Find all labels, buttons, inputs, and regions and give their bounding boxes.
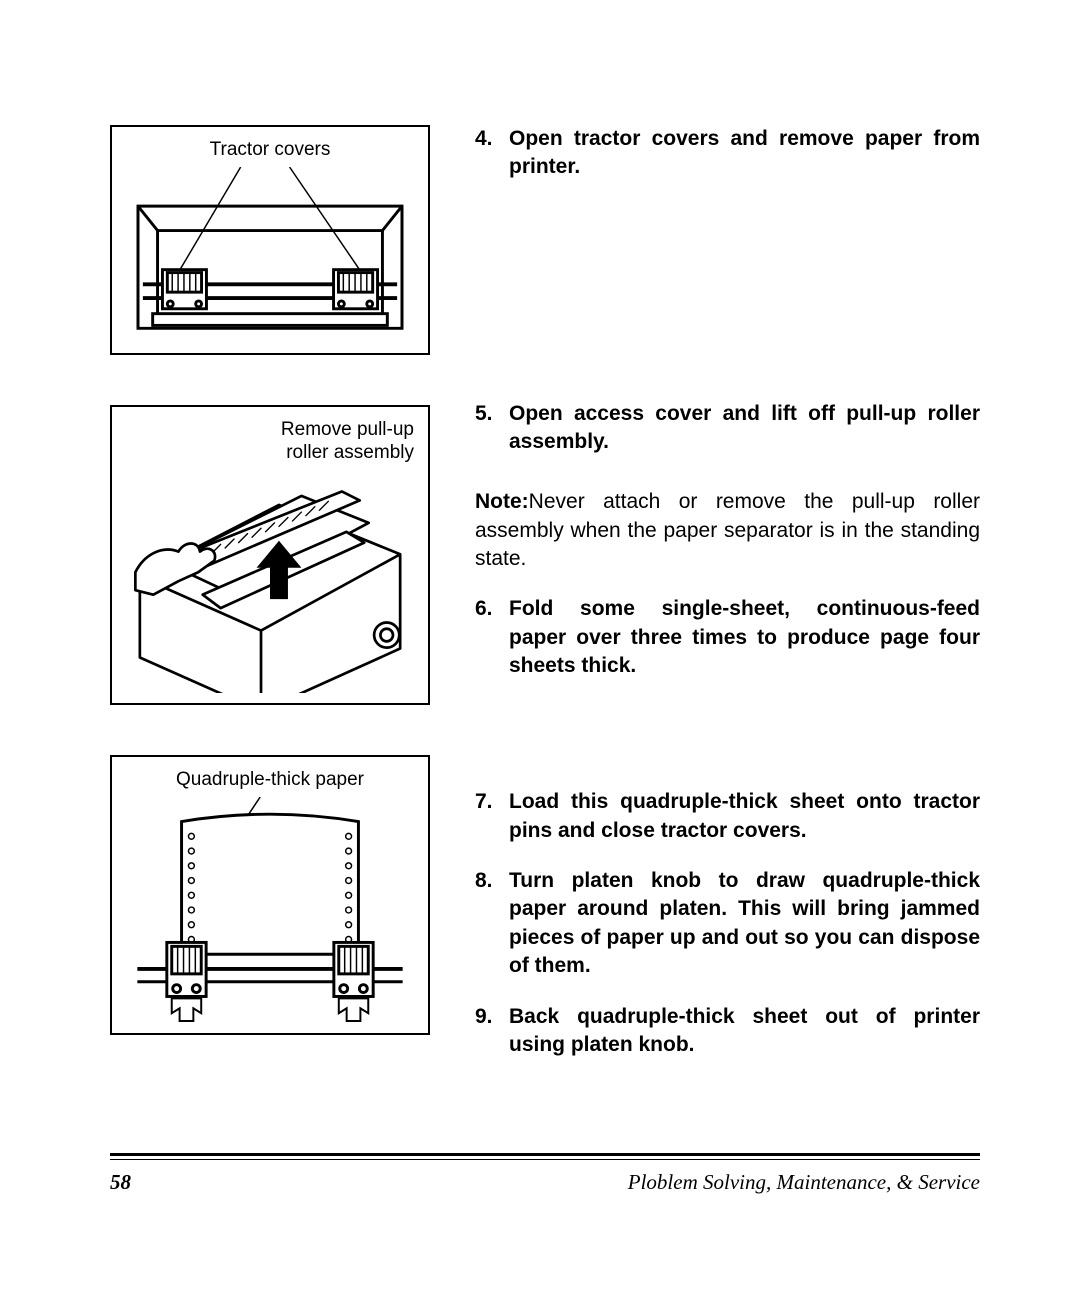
figure2-illustration <box>120 469 420 693</box>
step-6-text: Fold some single-sheet, continuous-feed … <box>509 595 980 680</box>
step-7-number: 7. <box>475 788 509 845</box>
spacer <box>475 845 980 867</box>
step-7-text: Load this quadruple-thick sheet onto tra… <box>509 788 980 845</box>
note-text: Never attach or remove the pull-up rolle… <box>475 490 980 570</box>
step-8-number: 8. <box>475 867 509 980</box>
footer-rule-thick <box>110 1153 980 1156</box>
instructions-column: 4. Open tractor covers and remove paper … <box>475 125 980 1059</box>
figure3-illustration <box>120 797 420 1023</box>
figure2-label: Remove pull-up roller assembly <box>281 419 414 465</box>
step-5-number: 5. <box>475 400 509 457</box>
step-4-text: Open tractor covers and remove paper fro… <box>509 125 980 182</box>
step-9-text: Back quadruple-thick sheet out of printe… <box>509 1003 980 1060</box>
step-8: 8. Turn platen knob to draw quadruple-th… <box>475 867 980 980</box>
step-7: 7. Load this quadruple-thick sheet onto … <box>475 788 980 845</box>
footer-chapter-title: Ploblem Solving, Maintenance, & Service <box>628 1170 980 1195</box>
step-4-number: 4. <box>475 125 509 182</box>
figure1-illustration <box>120 167 420 343</box>
note-label: Note: <box>475 490 529 513</box>
figure-quadruple-paper: Quadruple-thick paper <box>110 755 430 1035</box>
footer-row: 58 Ploblem Solving, Maintenance, & Servi… <box>110 1170 980 1195</box>
spacer <box>475 456 980 488</box>
figure-remove-roller: Remove pull-up roller assembly <box>110 405 430 705</box>
figure2-label-text: Remove pull-up roller assembly <box>281 419 414 463</box>
step-4: 4. Open tractor covers and remove paper … <box>475 125 980 182</box>
step-8-text: Turn platen knob to draw quadruple-thick… <box>509 867 980 980</box>
step-6-number: 6. <box>475 595 509 680</box>
footer-rule-thin <box>110 1159 980 1160</box>
figure1-label: Tractor covers <box>210 139 331 161</box>
content-area: Tractor covers <box>110 125 980 1059</box>
note-block: Note:Never attach or remove the pull-up … <box>475 488 980 573</box>
step-6: 6. Fold some single-sheet, continuous-fe… <box>475 595 980 680</box>
step-9: 9. Back quadruple-thick sheet out of pri… <box>475 1003 980 1060</box>
step-5-text: Open access cover and lift off pull-up r… <box>509 400 980 457</box>
spacer <box>475 182 980 400</box>
page-number: 58 <box>110 1170 131 1195</box>
step-9-number: 9. <box>475 1003 509 1060</box>
figures-column: Tractor covers <box>110 125 430 1059</box>
spacer <box>475 573 980 595</box>
spacer <box>475 680 980 788</box>
page-footer: 58 Ploblem Solving, Maintenance, & Servi… <box>110 1153 980 1195</box>
figure-tractor-covers: Tractor covers <box>110 125 430 355</box>
figure3-label: Quadruple-thick paper <box>176 769 364 791</box>
step-5: 5. Open access cover and lift off pull-u… <box>475 400 980 457</box>
spacer <box>475 981 980 1003</box>
manual-page: Tractor covers <box>0 0 1080 1305</box>
